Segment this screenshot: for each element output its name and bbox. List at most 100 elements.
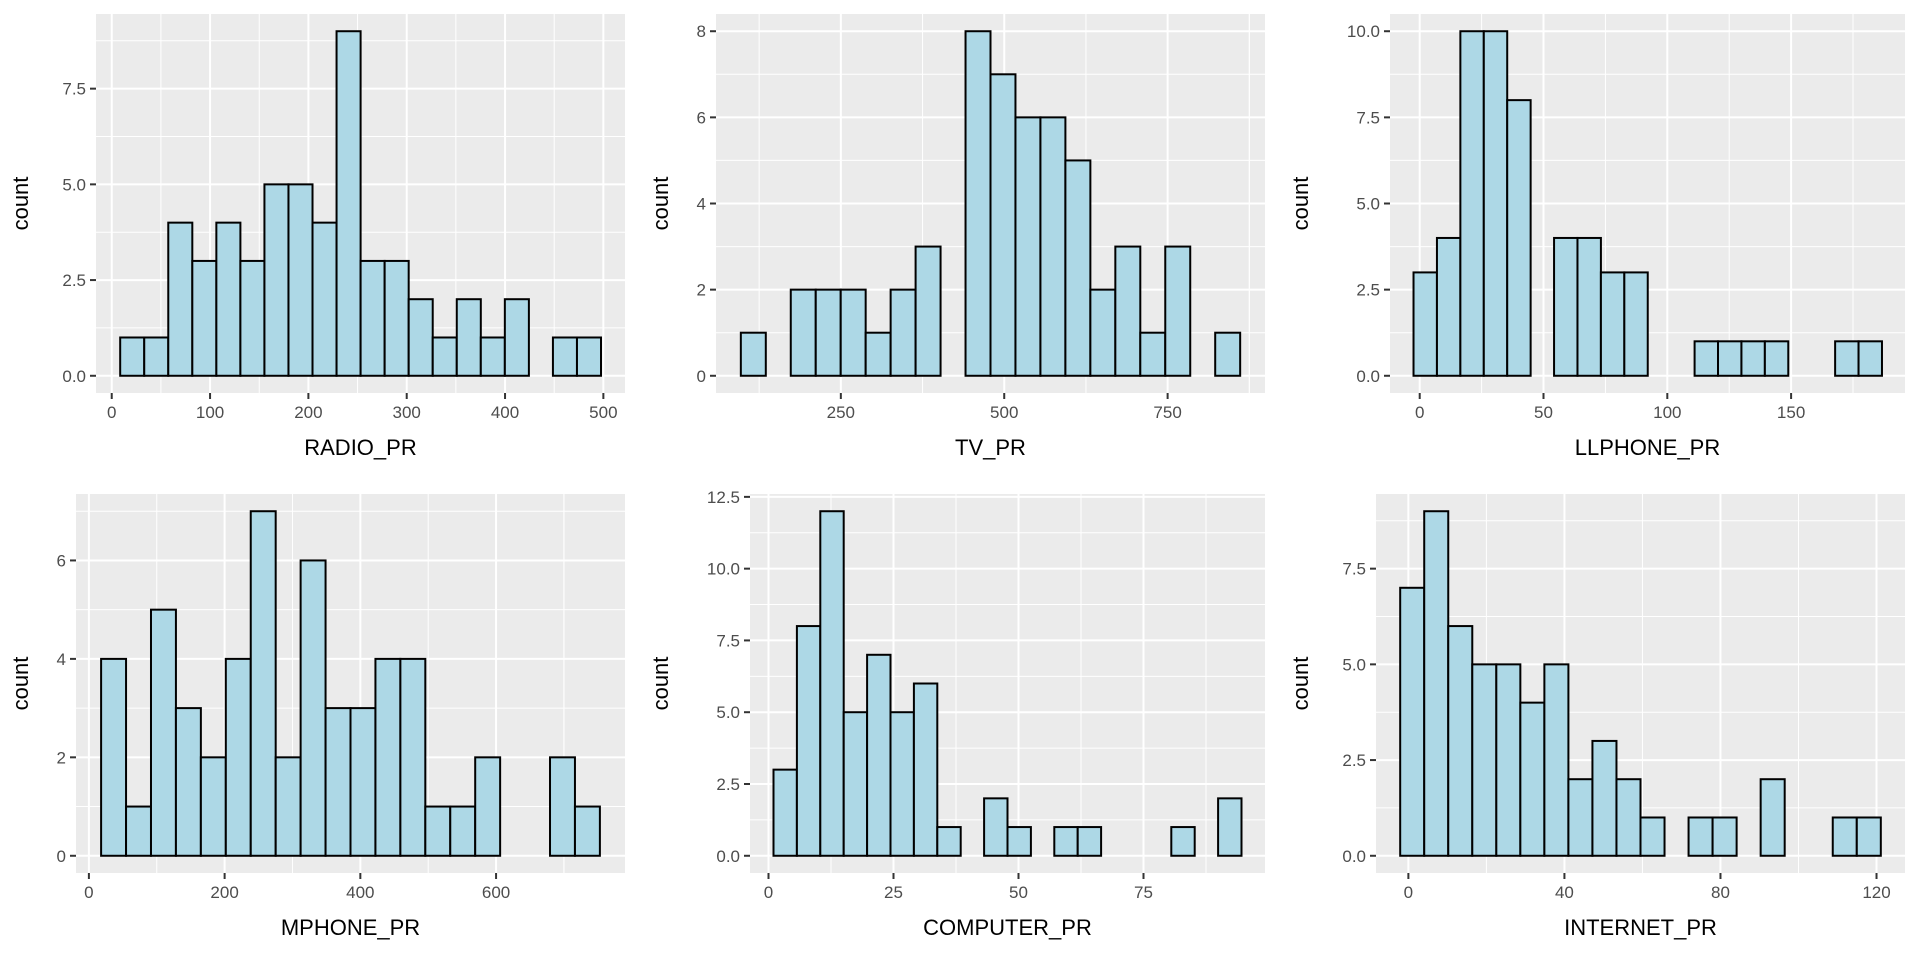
histogram-bar	[573, 805, 601, 857]
x-tick-label: 0	[1415, 403, 1424, 422]
y-tick-label: 0.0	[62, 367, 86, 386]
histogram-bar	[1553, 236, 1579, 377]
histogram-bar	[1076, 826, 1103, 857]
y-tick-label: 0.0	[1356, 367, 1380, 386]
histogram-bar	[1855, 816, 1882, 857]
y-tick-label: 5.0	[1342, 655, 1366, 674]
histogram-bar	[1423, 510, 1450, 857]
y-axis-title: count	[648, 177, 673, 231]
x-tick-label: 500	[589, 403, 617, 422]
histogram-panel-llphone-pr: 0 50 100 150 0.0 2.5 5.0 7.5 10.0 LLPHONE_PR count	[1288, 14, 1905, 460]
y-tick-label: 2.5	[1342, 751, 1366, 770]
histogram-bar	[1006, 826, 1032, 857]
histogram-bar	[1014, 116, 1042, 377]
y-tick-label: 8	[697, 22, 706, 41]
histogram-bar	[1482, 30, 1509, 377]
histogram-bar	[575, 336, 603, 377]
histogram-bar	[772, 768, 798, 857]
y-tick-label: 2	[57, 748, 66, 767]
y-axis-title: count	[1288, 657, 1313, 711]
y-tick-label: 10.0	[707, 560, 740, 579]
histogram-bar	[914, 245, 942, 377]
histogram-bar	[1717, 340, 1743, 377]
x-tick-label: 0	[1404, 883, 1413, 902]
x-axis-title: COMPUTER_PR	[923, 915, 1092, 940]
histogram-bar	[989, 73, 1017, 377]
histogram-bar	[1711, 816, 1738, 857]
x-tick-label: 400	[346, 883, 374, 902]
histogram-bar	[739, 331, 767, 377]
histogram-bar	[1639, 816, 1666, 857]
histogram-bar	[889, 711, 915, 857]
histogram-bar	[1064, 159, 1092, 377]
histogram-bar	[1543, 663, 1570, 857]
histogram-bar	[263, 183, 290, 377]
histogram-bar	[814, 288, 842, 377]
histogram-bar	[1519, 701, 1546, 857]
y-tick-label: 5.0	[1356, 195, 1380, 214]
histogram-bar	[1412, 271, 1438, 377]
x-tick-label: 75	[1134, 883, 1153, 902]
histogram-bar	[1615, 778, 1642, 857]
x-tick-label: 25	[884, 883, 903, 902]
histogram-panel-internet-pr: 0 40 80 120 0.0 2.5 5.0 7.5 INTERNET_PR count	[1288, 494, 1905, 940]
x-tick-label: 0	[764, 883, 773, 902]
histogram-panel-radio-pr: 0 100 200 300 400 500 0.0 2.5 5.0 7.5 RADIO_PR coun…	[8, 14, 625, 460]
x-tick-label: 50	[1534, 403, 1553, 422]
histogram-bar	[407, 298, 434, 377]
x-tick-label: 750	[1153, 403, 1181, 422]
histogram-bar	[1459, 30, 1485, 377]
y-tick-label: 0	[57, 847, 66, 866]
histogram-bar	[842, 711, 869, 857]
histogram-bar	[1759, 778, 1786, 857]
histogram-bar	[349, 707, 377, 857]
histogram-bar	[125, 805, 152, 857]
histogram-bar	[174, 707, 202, 857]
x-tick-label: 100	[196, 403, 224, 422]
x-tick-label: 50	[1009, 883, 1028, 902]
histogram-bar	[424, 805, 452, 857]
y-axis-title: count	[648, 657, 673, 711]
x-tick-label: 200	[294, 403, 322, 422]
histogram-bar	[239, 259, 266, 377]
histogram-bar	[215, 221, 242, 377]
histogram-bar	[191, 259, 218, 377]
y-tick-label: 6	[697, 108, 706, 127]
y-axis-title: count	[8, 177, 33, 231]
x-tick-label: 150	[1777, 403, 1805, 422]
histogram-bar	[474, 756, 502, 857]
y-axis-title: count	[1288, 177, 1313, 231]
histogram-bar	[964, 30, 992, 377]
y-tick-label: 4	[57, 650, 66, 669]
histogram-bar	[936, 826, 962, 857]
histogram-bar	[119, 336, 146, 377]
histogram-bar	[1089, 288, 1117, 377]
x-tick-label: 500	[990, 403, 1018, 422]
histogram-bar	[479, 336, 506, 377]
x-tick-label: 250	[827, 403, 855, 422]
histogram-bar	[224, 657, 252, 857]
histogram-panel-computer-pr: 0 25 50 75 0.0 2.5 5.0 7.5 10.0 12.5 COMPUTER_PR co…	[648, 488, 1265, 940]
histogram-bar	[100, 657, 128, 857]
histogram-bar	[912, 682, 939, 857]
histogram-bar	[1831, 816, 1858, 857]
histogram-bar	[149, 608, 177, 857]
y-tick-label: 12.5	[707, 488, 740, 507]
histogram-bar	[1053, 826, 1079, 857]
histogram-bar	[1170, 826, 1196, 857]
y-tick-label: 7.5	[716, 631, 740, 650]
histogram-bar	[1399, 586, 1426, 857]
histogram-bar	[324, 707, 352, 857]
histogram-bar	[839, 288, 867, 377]
y-tick-label: 5.0	[62, 175, 86, 194]
histogram-bar	[1114, 245, 1142, 377]
x-tick-label: 120	[1862, 883, 1890, 902]
histogram-bar	[311, 221, 338, 377]
histogram-bar	[551, 336, 578, 377]
histogram-bar	[866, 653, 892, 857]
histogram-bar	[889, 288, 917, 377]
x-axis-title: TV_PR	[955, 435, 1026, 460]
histogram-bar	[374, 657, 402, 857]
histogram-bar	[143, 336, 170, 377]
histogram-bar	[1687, 816, 1714, 857]
